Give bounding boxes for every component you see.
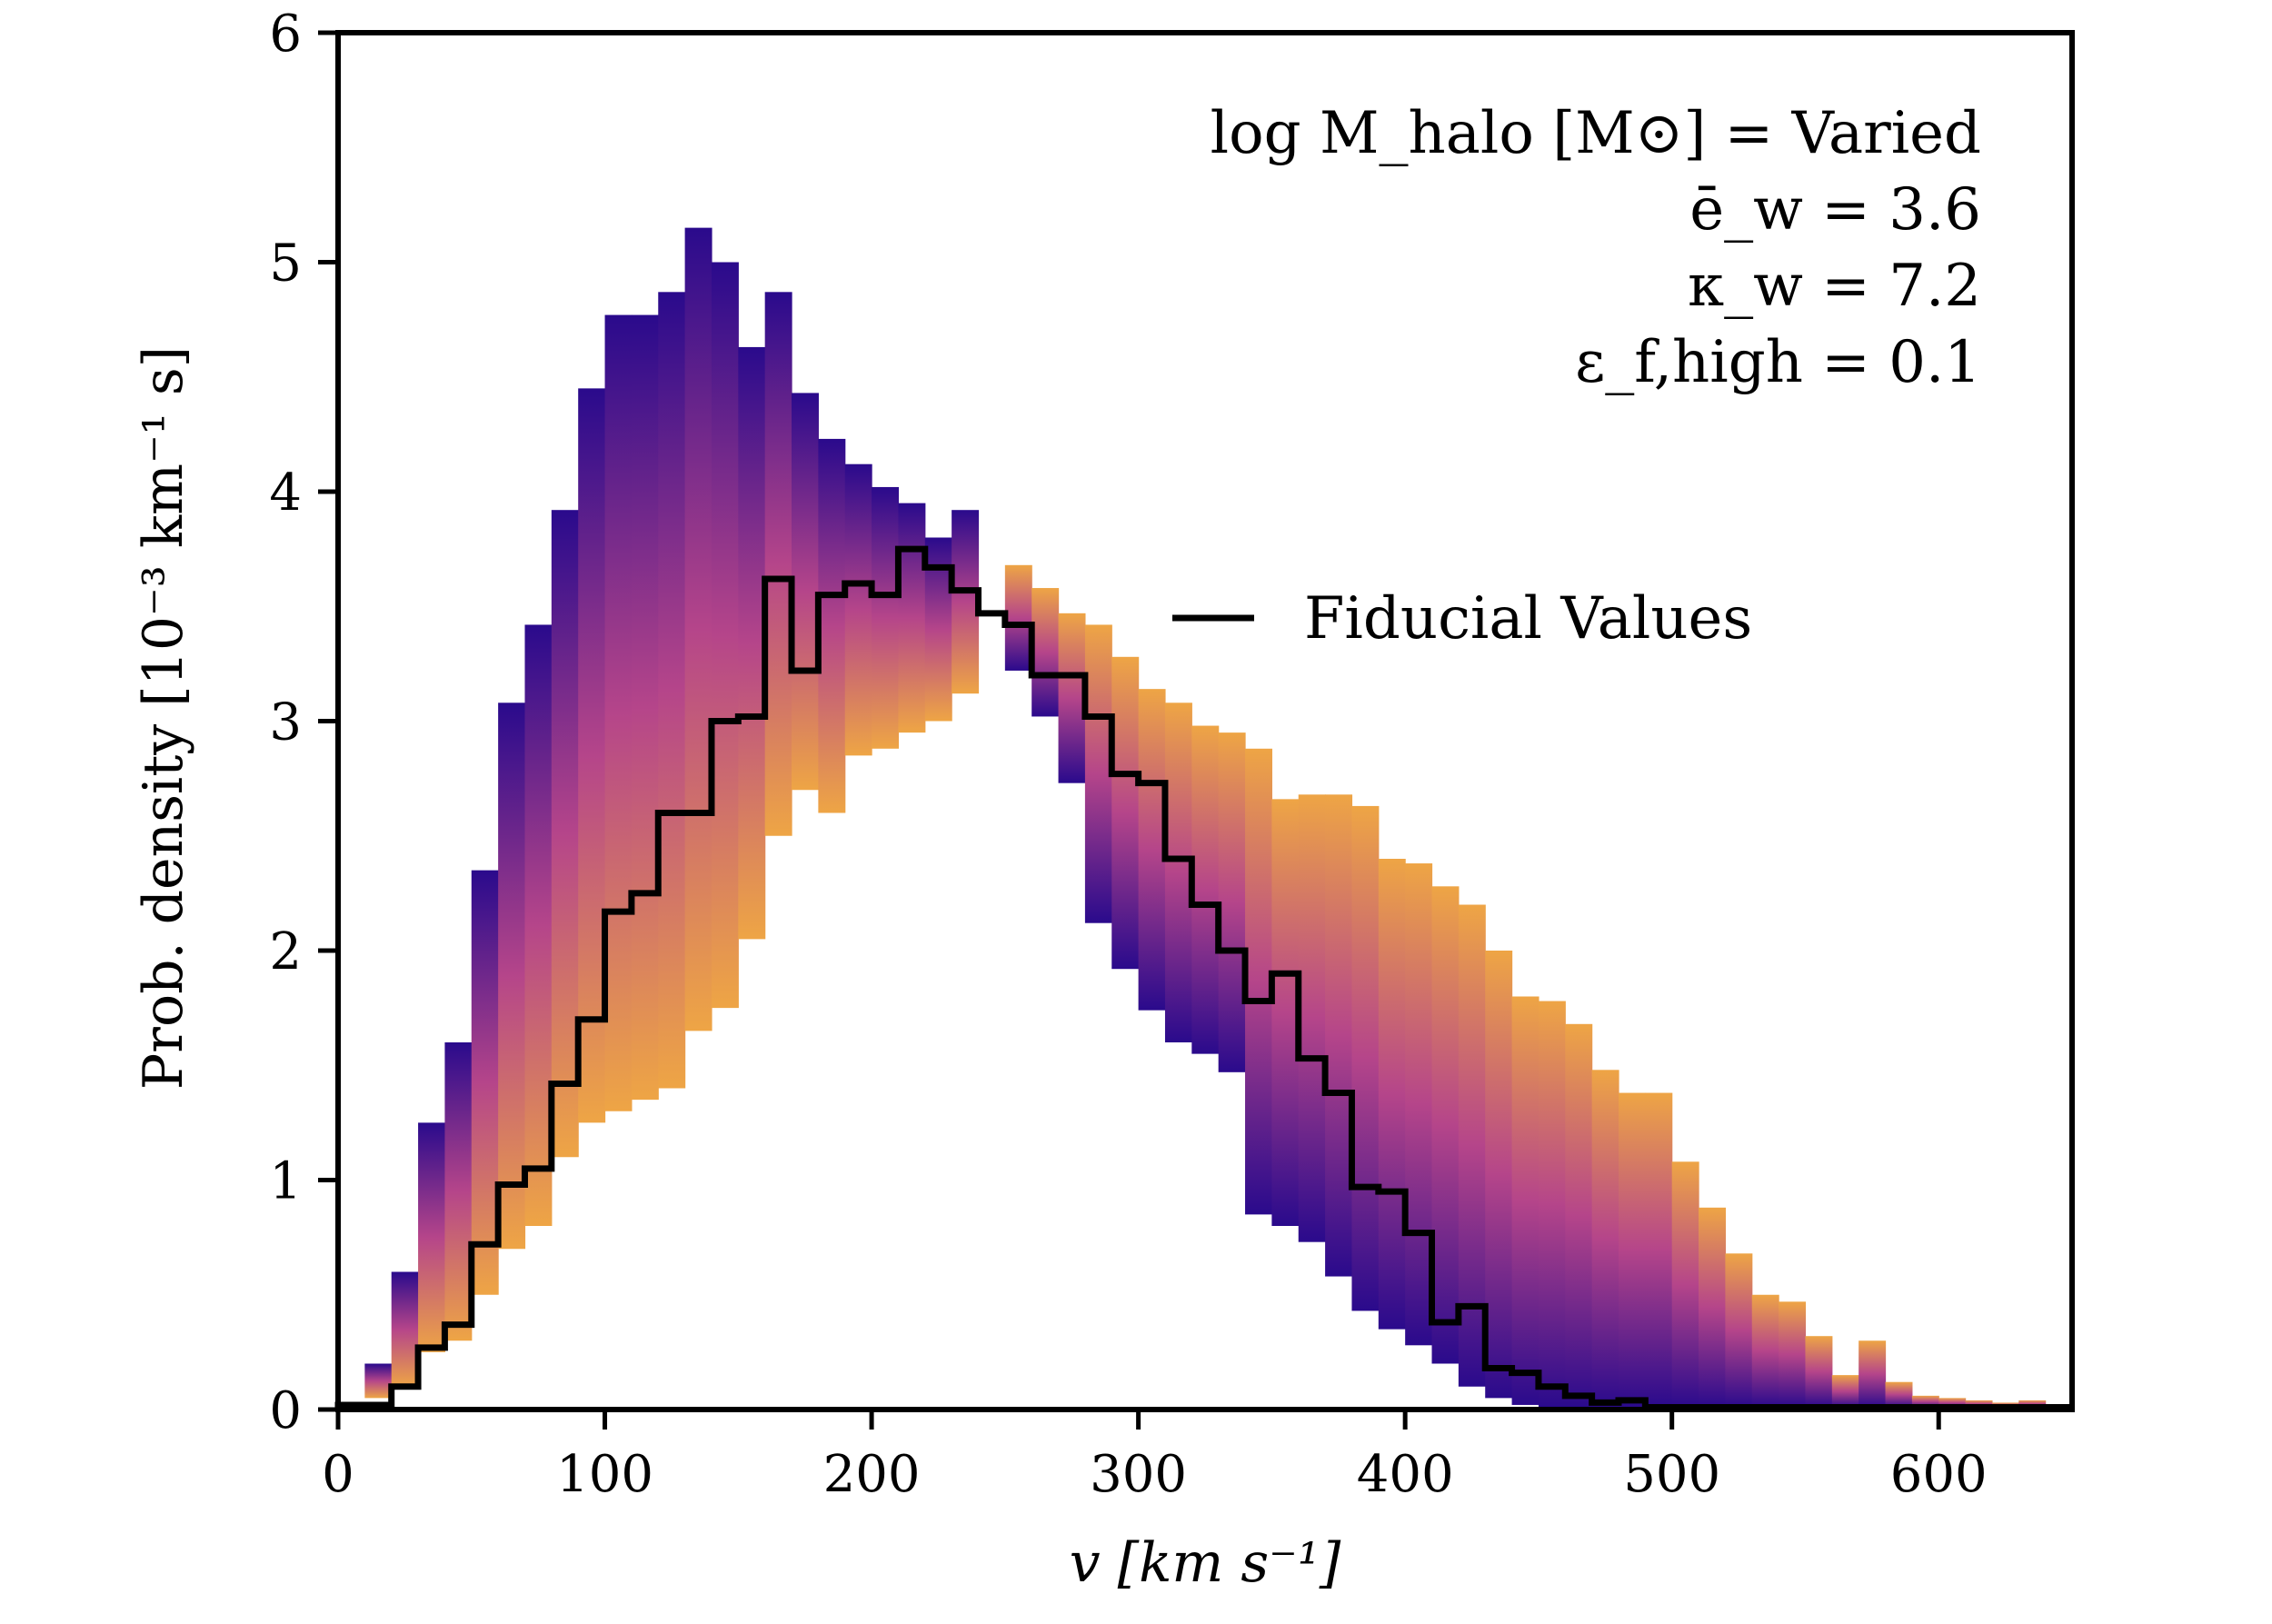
left-band-bin-15 [738, 346, 766, 940]
left-band-bin-18 [818, 438, 846, 813]
varied-bands [364, 227, 2073, 1408]
y-tick-label-2: 2 [269, 922, 302, 981]
right-band-bin-38 [2018, 1400, 2047, 1408]
left-band-bin-21 [898, 503, 926, 733]
left-band-bin-6 [498, 702, 526, 1250]
left-band-bin-1 [364, 1363, 393, 1399]
left-band-bin-13 [684, 227, 712, 1031]
right-band-bin-28 [1751, 1294, 1779, 1408]
left-band-bin-9 [578, 388, 606, 1123]
left-band-bin-8 [551, 510, 579, 1158]
x-axis-label: v [km s⁻¹] [1070, 1531, 1341, 1595]
right-band-bin-7 [1191, 725, 1220, 1054]
x-tick-label-5: 500 [1623, 1445, 1720, 1504]
y-tick-label-0: 0 [269, 1381, 302, 1440]
right-band-bin-20 [1538, 1001, 1566, 1408]
right-band-bin-27 [1725, 1253, 1753, 1408]
right-band-bin-21 [1565, 1023, 1593, 1408]
y-tick-label-3: 3 [269, 693, 302, 752]
left-band-bin-16 [764, 292, 792, 836]
x-tick-label-2: 200 [823, 1445, 921, 1504]
y-tick-label-1: 1 [269, 1152, 302, 1211]
x-tick-label-6: 600 [1890, 1445, 1988, 1504]
right-band-bin-8 [1218, 732, 1246, 1072]
left-band-bin-2 [391, 1271, 419, 1387]
x-tick-label-4: 400 [1357, 1445, 1454, 1504]
y-axis-label: Prob. density [10⁻³ km⁻¹ s] [132, 346, 195, 1090]
left-band-bin-11 [631, 314, 659, 1101]
right-band-bin-19 [1511, 996, 1540, 1405]
right-band-bin-13 [1351, 805, 1380, 1311]
right-band-bin-1 [1031, 588, 1060, 717]
left-band-bin-12 [658, 292, 686, 1089]
right-band-bin-14 [1378, 859, 1406, 1330]
right-band-bin-10 [1271, 799, 1300, 1226]
right-band-bin-0 [1004, 564, 1032, 671]
right-band-bin-2 [1058, 613, 1086, 783]
x-tick-label-0: 0 [322, 1445, 354, 1504]
legend: Fiducial Values [1172, 585, 1752, 653]
right-band-bin-36 [1965, 1400, 1993, 1408]
right-band-bin-33 [1885, 1381, 1913, 1408]
right-band-bin-25 [1671, 1161, 1699, 1408]
right-band-bin-26 [1699, 1207, 1726, 1408]
right-band-bin-16 [1431, 886, 1460, 1364]
left-band-bin-10 [604, 314, 633, 1111]
left-band-bin-4 [444, 1042, 473, 1341]
annotation-line-1: log M_halo [M⊙] = Varied [1211, 100, 1981, 167]
x-tick-label-1: 100 [556, 1445, 653, 1504]
right-band-bin-30 [1805, 1336, 1833, 1408]
left-band-bin-17 [792, 393, 819, 791]
right-band-bin-9 [1245, 748, 1272, 1215]
right-band-bin-12 [1325, 794, 1353, 1277]
y-tick-label-6: 6 [269, 5, 302, 64]
left-band-bin-3 [418, 1122, 446, 1352]
right-band-bin-3 [1084, 624, 1112, 923]
left-band-bin-5 [471, 870, 499, 1295]
annotation-line-4: ε_f,high = 0.1 [1575, 329, 1981, 396]
axis-ticks: 0 100 200 300 400 500 600 0 1 2 3 4 5 6 [269, 5, 1987, 1504]
right-band-bin-23 [1618, 1092, 1646, 1408]
right-band-bin-35 [1938, 1398, 1967, 1408]
right-band-bin-22 [1591, 1070, 1619, 1408]
right-band-bin-31 [1831, 1375, 1859, 1408]
right-band-bin-5 [1138, 689, 1166, 1011]
x-tick-label-3: 300 [1090, 1445, 1187, 1504]
right-band-bin-11 [1298, 794, 1326, 1242]
legend-label-fiducial: Fiducial Values [1304, 585, 1752, 653]
fiducial-series [334, 545, 2072, 1410]
right-band-bin-29 [1779, 1301, 1807, 1408]
annotation-line-3: κ_w = 7.2 [1688, 253, 1981, 320]
y-tick-label-5: 5 [269, 234, 302, 294]
left-band-bin-7 [524, 624, 553, 1226]
annotation-box: log M_halo [M⊙] = Varied ē_w = 3.6 κ_w =… [1211, 100, 1981, 396]
left-band-bin-19 [844, 463, 872, 756]
fiducial-step-line [334, 545, 2072, 1410]
right-band-bin-24 [1645, 1092, 1673, 1408]
left-band-bin-14 [711, 262, 739, 1009]
right-band-bin-6 [1164, 702, 1192, 1042]
annotation-line-2: ē_w = 3.6 [1689, 176, 1981, 244]
left-band-bin-23 [952, 510, 980, 694]
y-tick-label-4: 4 [269, 463, 302, 523]
right-band-bin-17 [1458, 904, 1486, 1387]
right-band-bin-32 [1858, 1340, 1887, 1408]
right-band-bin-15 [1405, 863, 1433, 1346]
left-band-bin-20 [872, 486, 900, 749]
right-band-bin-18 [1485, 951, 1513, 1399]
right-band-bin-4 [1111, 656, 1140, 970]
